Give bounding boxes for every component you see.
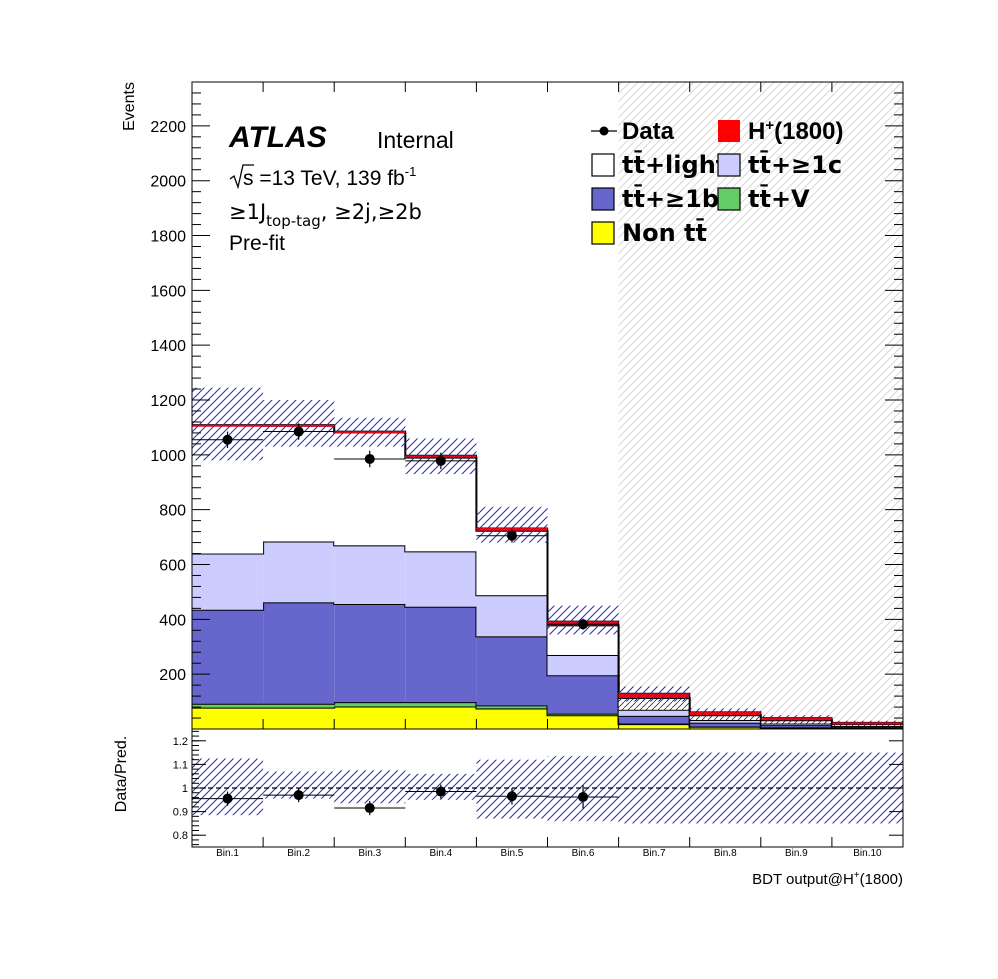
- data-point-5: [507, 531, 517, 541]
- bar-tt-1b-2: [263, 602, 334, 703]
- ratio-point-1: [223, 794, 233, 804]
- ratio-ytick-label-0.8: 0.8: [173, 830, 188, 842]
- x-category-label-3: Bin.3: [358, 848, 381, 859]
- experiment-label: ATLAS: [228, 121, 327, 154]
- bar-tt-light-3: [334, 432, 405, 545]
- main-ytick-label-1000: 1000: [150, 448, 186, 465]
- uncertainty-band-9: [761, 715, 832, 720]
- ratio-point-2: [294, 790, 304, 800]
- uncertainty-band-7: [619, 687, 690, 702]
- data-point-3: [365, 454, 375, 464]
- bar-non-tt--5: [476, 708, 547, 729]
- legend-label-nontt: Non tt̄: [622, 217, 707, 247]
- bar-non-tt--6: [548, 715, 619, 729]
- data-point-1: [223, 435, 233, 445]
- bar-tt-1b-4: [405, 607, 476, 702]
- blinded-region: [619, 82, 903, 729]
- bar-tt-1b-5: [476, 636, 547, 705]
- ratio-point-6: [578, 792, 588, 802]
- legend-label-tt1c: tt̄+≥1c: [748, 149, 842, 179]
- ratio-y-axis-label: Data/Pred.: [113, 736, 130, 812]
- bar-tt-1c-3: [334, 545, 405, 604]
- x-category-label-8: Bin.8: [714, 848, 737, 859]
- x-category-label-10: Bin.10: [853, 848, 882, 859]
- bar-tt-1b-1: [192, 610, 263, 704]
- ratio-band-1: [192, 759, 263, 816]
- legend-label-ttv: tt̄+V: [748, 183, 810, 213]
- main-ytick-label-200: 200: [159, 667, 186, 684]
- uncertainty-band-1: [192, 388, 263, 461]
- ratio-band-7: [619, 753, 690, 824]
- ratio-point-4: [436, 787, 446, 797]
- ratio-ytick-label-1.1: 1.1: [173, 759, 188, 771]
- ratio-ytick-label-0.9: 0.9: [173, 807, 188, 819]
- bar-tt-1b-7: [619, 716, 690, 724]
- y-axis-label: Events: [121, 82, 138, 131]
- data-point-4: [436, 456, 446, 466]
- main-ytick-label-800: 800: [159, 503, 186, 520]
- bar-tt-1b-3: [334, 604, 405, 702]
- legend-entry-data: Data: [591, 118, 675, 145]
- bar-non-tt--2: [263, 708, 334, 729]
- fit-state-label: Pre-fit: [229, 232, 285, 255]
- bar-non-tt--1: [192, 708, 263, 729]
- bar-non-tt--3: [334, 707, 405, 729]
- legend-label-signal: H+(1800): [748, 117, 843, 145]
- x-category-label-6: Bin.6: [572, 848, 595, 859]
- atlas-label: ATLAS Internal: [228, 121, 454, 154]
- x-category-label-2: Bin.2: [287, 848, 310, 859]
- legend-label-data: Data: [622, 118, 675, 145]
- bar-non-tt--4: [405, 707, 476, 729]
- ratio-ytick-label-1.2: 1.2: [173, 736, 188, 748]
- main-ytick-label-1600: 1600: [150, 283, 186, 300]
- ratio-ytick-label-1: 1: [182, 783, 188, 795]
- uncertainty-band-3: [334, 418, 405, 447]
- x-category-label-4: Bin.4: [429, 848, 452, 859]
- bar-tt-1c-1: [192, 554, 263, 610]
- x-category-label-5: Bin.5: [501, 848, 524, 859]
- main-ytick-label-400: 400: [159, 612, 186, 629]
- bar-tt-1c-6: [548, 655, 619, 675]
- energy-label: s =13 TeV, 139 fb-1: [230, 164, 416, 190]
- status-label: Internal: [377, 127, 454, 153]
- bar-tt-1c-5: [476, 595, 547, 636]
- x-category-label-7: Bin.7: [643, 848, 666, 859]
- svg-text:s =13 TeV, 139 fb-1: s =13 TeV, 139 fb-1: [243, 164, 416, 190]
- legend-entry-signal: H+(1800): [718, 117, 843, 145]
- legend-entry-nontt: Non tt̄: [592, 217, 707, 247]
- legend-entry-ttlight: tt̄+light: [592, 149, 727, 179]
- main-ytick-label-1400: 1400: [150, 338, 186, 355]
- bar-tt-1b-6: [548, 675, 619, 713]
- ratio-band-3: [334, 770, 405, 803]
- main-ytick-label-2200: 2200: [150, 119, 186, 136]
- x-category-label-9: Bin.9: [785, 848, 808, 859]
- main-ytick-label-600: 600: [159, 558, 186, 575]
- data-point-2: [294, 427, 304, 437]
- bar-tt-1c-4: [405, 551, 476, 606]
- selection-label: ≥1Jtop-tag, ≥2j,≥2b: [229, 200, 422, 230]
- legend-label-tt1b: tt̄+≥1b: [622, 183, 719, 213]
- uncertainty-band-8: [690, 708, 761, 715]
- data-point-6: [578, 619, 588, 629]
- ratio-point-5: [507, 791, 517, 801]
- x-category-label-1: Bin.1: [216, 848, 239, 859]
- main-ytick-label-1200: 1200: [150, 393, 186, 410]
- legend-entry-tt1b: tt̄+≥1b: [592, 183, 719, 213]
- uncertainty-band-10: [832, 721, 903, 725]
- main-ytick-label-2000: 2000: [150, 174, 186, 191]
- legend-label-ttlight: tt̄+light: [622, 149, 727, 179]
- x-axis-label: BDT output@H+(1800): [752, 870, 903, 888]
- bar-tt-1c-2: [263, 541, 334, 602]
- ratio-point-3: [365, 803, 375, 813]
- main-ytick-label-1800: 1800: [150, 229, 186, 246]
